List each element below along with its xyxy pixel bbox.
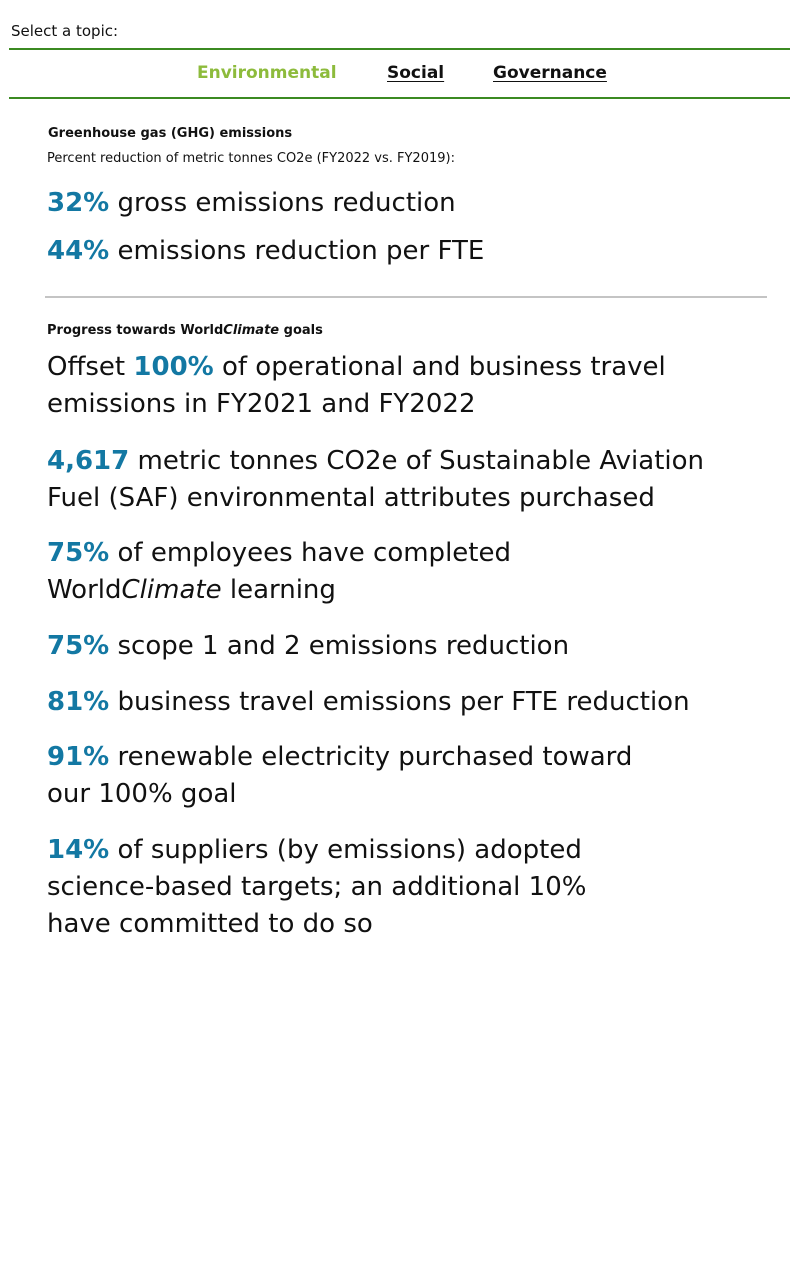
stat-text-emphasis: Climate xyxy=(121,575,222,605)
tab-environmental[interactable]: Environmental xyxy=(197,63,337,83)
section-divider xyxy=(45,296,767,298)
stat-text: of operational and business travel emiss… xyxy=(47,352,666,419)
stat-emissions-per-fte: 44% emissions reduction per FTE xyxy=(47,233,727,270)
ghg-section-title: Greenhouse gas (GHG) emissions xyxy=(48,126,293,141)
stat-value: 14% xyxy=(47,835,110,865)
stat-text: of suppliers (by emissions) adopted scie… xyxy=(47,835,587,939)
stat-text: gross emissions reduction xyxy=(109,188,456,218)
stat-value: 75% xyxy=(47,538,110,568)
stat-text: emissions reduction per FTE xyxy=(109,236,485,266)
stat-value: 44% xyxy=(47,236,110,266)
stat-text-suffix: learning xyxy=(221,575,336,605)
stat-text: scope 1 and 2 emissions reduction xyxy=(109,631,570,661)
stat-value: 100% xyxy=(133,352,214,382)
stat-renewable-electricity: 91% renewable electricity purchased towa… xyxy=(47,739,637,813)
title-suffix: goals xyxy=(279,323,323,338)
stat-saf: 4,617 metric tonnes CO2e of Sustainable … xyxy=(47,443,727,517)
stat-text: business travel emissions per FTE reduct… xyxy=(109,687,690,717)
stat-prefix: Offset xyxy=(47,352,134,382)
stat-learning: 75% of employees have completed WorldCli… xyxy=(47,535,517,609)
stat-suppliers: 14% of suppliers (by emissions) adopted … xyxy=(47,832,657,943)
tab-governance[interactable]: Governance xyxy=(493,63,607,83)
stat-value: 81% xyxy=(47,687,110,717)
topic-selector-label: Select a topic: xyxy=(11,22,119,40)
stat-value: 75% xyxy=(47,631,110,661)
stat-text: metric tonnes CO2e of Sustainable Aviati… xyxy=(47,446,705,513)
topic-tab-bar: Environmental Social Governance xyxy=(9,48,790,99)
stat-gross-emissions: 32% gross emissions reduction xyxy=(47,185,727,222)
stat-scope-emissions: 75% scope 1 and 2 emissions reduction xyxy=(47,628,727,665)
title-prefix: Progress towards World xyxy=(47,323,224,338)
progress-section-title: Progress towards WorldClimate goals xyxy=(47,323,323,338)
ghg-section-subtitle: Percent reduction of metric tonnes CO2e … xyxy=(47,151,455,166)
stat-offset: Offset 100% of operational and business … xyxy=(47,349,687,423)
title-emphasis: Climate xyxy=(223,323,280,338)
stat-text: of employees have completed World xyxy=(47,538,511,605)
tab-social[interactable]: Social xyxy=(387,63,445,83)
stat-value: 91% xyxy=(47,742,110,772)
stat-business-travel: 81% business travel emissions per FTE re… xyxy=(47,684,727,721)
stat-value: 4,617 xyxy=(47,446,130,476)
stat-text: renewable electricity purchased toward o… xyxy=(47,742,633,809)
stat-value: 32% xyxy=(47,188,110,218)
